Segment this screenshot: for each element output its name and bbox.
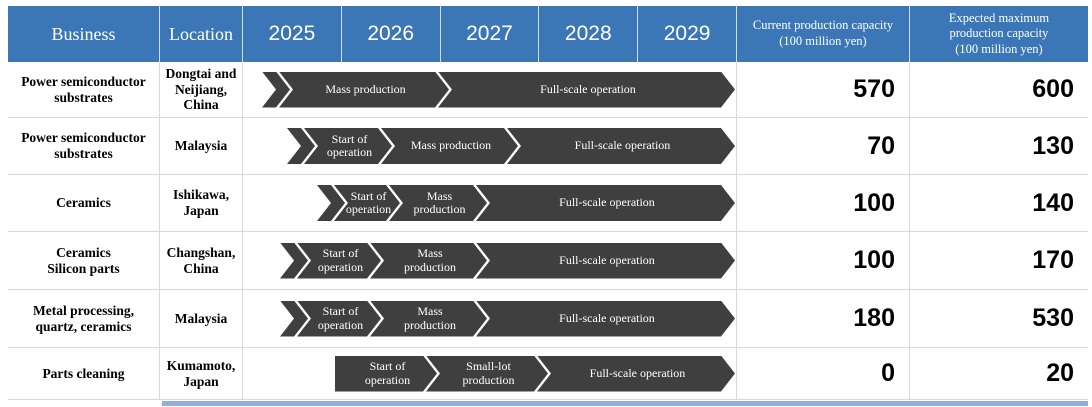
business-cell: Ceramics Silicon parts xyxy=(8,232,160,289)
table-row: Metal processing, quartz, ceramics Malay… xyxy=(8,290,1088,348)
current-capacity-value: 100 xyxy=(737,232,910,289)
phase-arrow: Start of operation xyxy=(335,356,437,392)
timeline-cell: Start of operation Mass production Full-… xyxy=(243,290,737,347)
location-cell: Ishikawa, Japan xyxy=(160,175,243,231)
current-capacity-value: 70 xyxy=(737,118,910,174)
business-cell: Metal processing, quartz, ceramics xyxy=(8,290,160,347)
business-cell: Parts cleaning xyxy=(8,348,160,399)
phase-arrow: Mass production xyxy=(370,301,487,337)
table-row: Power semiconductor substrates Dongtai a… xyxy=(8,62,1088,118)
phase-arrow: Mass production xyxy=(279,72,449,108)
table-row: Power semiconductor substrates Malaysia … xyxy=(8,118,1088,175)
phase-arrow: Mass production xyxy=(370,243,487,279)
phase-arrow: Full-scale operation xyxy=(476,243,735,279)
phase-arrow: Full-scale operation xyxy=(476,185,735,221)
expected-capacity-value: 140 xyxy=(1032,188,1074,217)
current-capacity-value: 0 xyxy=(737,348,910,399)
phase-arrow: Full-scale operation xyxy=(438,72,735,108)
timeline-cell: Start of operation Small-lot production … xyxy=(243,348,737,399)
expected-capacity-value: 600 xyxy=(1032,75,1074,103)
production-plan-table: Business Location 2025 2026 2027 2028 20… xyxy=(8,6,1088,400)
table-row: Parts cleaning Kumamoto, Japan Start of … xyxy=(8,348,1088,400)
bottom-accent-bar xyxy=(162,401,1088,406)
header-cell-expected-capacity: Expected maximum production capacity (10… xyxy=(948,10,1050,56)
header-cell-location: Location xyxy=(160,6,243,62)
timeline-cell: Start of operation Mass production Full-… xyxy=(243,118,737,174)
timeline-cell: Start of operation Mass production Full-… xyxy=(243,232,737,289)
header-cell-year-2027: 2027 xyxy=(441,6,540,62)
phase-arrow: Small-lot production xyxy=(426,356,548,392)
current-capacity-value: 100 xyxy=(737,175,910,231)
location-cell: Malaysia xyxy=(160,118,243,174)
header-cell-business: Business xyxy=(8,6,160,62)
phase-arrow: Start of operation xyxy=(297,243,381,279)
header-cell-year-2025: 2025 xyxy=(243,6,342,62)
table-header-row: Business Location 2025 2026 2027 2028 20… xyxy=(8,6,1088,62)
header-cell-year-2026: 2026 xyxy=(342,6,441,62)
expected-capacity-value: 130 xyxy=(1032,131,1074,160)
location-cell: Kumamoto, Japan xyxy=(160,348,243,399)
business-cell: Power semiconductor substrates xyxy=(8,62,160,117)
timeline-cell: Mass production Full-scale operation xyxy=(243,62,737,117)
phase-arrow: Start of operation xyxy=(334,185,400,221)
phase-arrow: Start of operation xyxy=(304,128,392,164)
current-capacity-value: 180 xyxy=(737,290,910,347)
header-cell-year-2029: 2029 xyxy=(638,6,737,62)
header-cell-current-capacity: Current production capacity (100 million… xyxy=(737,6,910,62)
timeline-cell: Start of operation Mass production Full-… xyxy=(243,175,737,231)
phase-arrow: Full-scale operation xyxy=(537,356,735,392)
header-cell-year-2028: 2028 xyxy=(539,6,639,62)
table-row: Ceramics Silicon parts Changshan, China … xyxy=(8,232,1088,290)
phase-arrow: Full-scale operation xyxy=(476,301,735,337)
business-cell: Power semiconductor substrates xyxy=(8,118,160,174)
business-cell: Ceramics xyxy=(8,175,160,231)
expected-capacity-value: 20 xyxy=(1046,359,1074,387)
current-capacity-value: 570 xyxy=(737,62,910,117)
phase-arrow: Start of operation xyxy=(297,301,381,337)
phase-arrow: Mass production xyxy=(381,128,518,164)
location-cell: Changshan, China xyxy=(160,232,243,289)
expected-capacity-value: 170 xyxy=(1032,246,1074,274)
phase-arrow: Mass production xyxy=(389,185,487,221)
table-row: Ceramics Ishikawa, Japan Start of operat… xyxy=(8,175,1088,232)
location-cell: Dongtai and Neijiang, China xyxy=(160,62,243,117)
phase-arrow: Full-scale operation xyxy=(507,128,735,164)
location-cell: Malaysia xyxy=(160,290,243,347)
expected-capacity-value: 530 xyxy=(1032,304,1074,332)
